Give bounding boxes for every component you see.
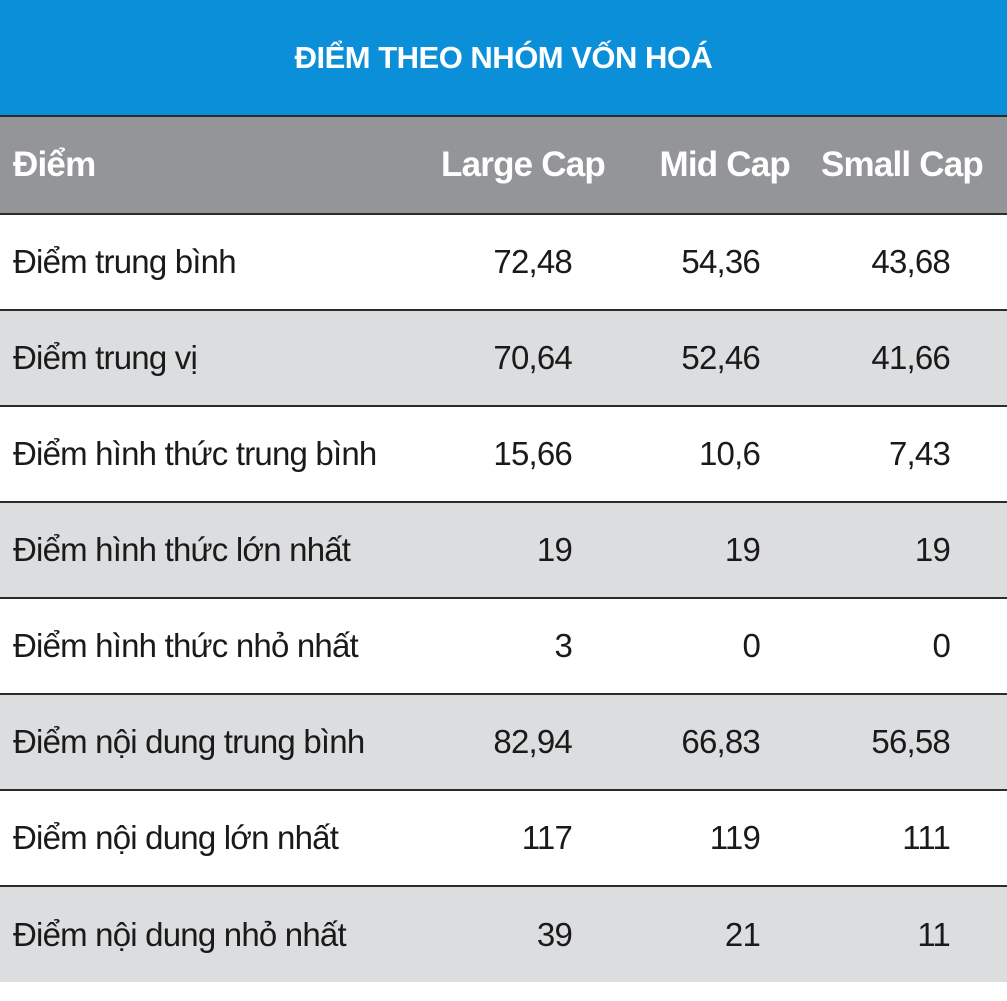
cell-mid-cap: 21: [724, 915, 761, 953]
cell-small-cap: 11: [917, 915, 950, 953]
row-label: Điểm hình thức lớn nhất: [0, 502, 410, 599]
cell-mid-cap: 54,36: [605, 214, 790, 311]
row-label: Điểm hình thức trung bình: [0, 406, 410, 503]
cell-small-cap: 19: [790, 502, 1007, 599]
row-label: Điểm hình thức nhỏ nhất: [0, 598, 410, 695]
cell-mid-cap: 0: [605, 598, 790, 695]
cell-large-cap: 72,48: [410, 214, 605, 311]
cell-large-cap: 70,64: [410, 310, 605, 407]
cell-large-cap: 3: [410, 598, 605, 695]
table-row: Điểm hình thức lớn nhất 19 19 19: [0, 502, 1007, 599]
cell-mid-cap: 10,6: [605, 406, 790, 503]
cell-large-cap: 19: [410, 502, 605, 599]
column-header-large-cap: Large Cap: [410, 117, 606, 215]
table-row: Điểm trung bình 72,48 54,36 43,68: [0, 214, 1007, 311]
row-label: Điểm nội dung trung bình: [0, 694, 410, 791]
cell-small-cap: 43,68: [790, 214, 1007, 311]
cell-large-cap: 82,94: [410, 694, 605, 791]
row-label: Điểm trung vị: [0, 310, 410, 407]
table-row: Điểm nội dung nhỏ nhất 39 21 11: [0, 886, 1007, 982]
column-header-label: Điểm: [0, 117, 410, 215]
cell-mid-cap: 19: [605, 502, 790, 599]
row-label: Điểm trung bình: [0, 214, 410, 311]
header-row: Điểm Large Cap Mid Cap Small Cap: [0, 117, 1007, 215]
table-title: ĐIỂM THEO NHÓM VỐN HOÁ: [0, 0, 1007, 117]
table-row: Điểm hình thức trung bình 15,66 10,6 7,43: [0, 406, 1007, 503]
cell-mid-cap: 119: [605, 790, 790, 887]
table-body: Điểm trung bình 72,48 54,36 43,68 Điểm trung…: [0, 214, 1007, 982]
cell-large-cap: 117: [410, 790, 605, 887]
column-header-small-cap: Small Cap: [790, 117, 1007, 215]
row-label: Điểm nội dung lớn nhất: [0, 790, 410, 887]
cell-small-cap: 111: [790, 790, 1007, 887]
row-label: Điểm nội dung nhỏ nhất: [13, 915, 347, 953]
cell-large-cap: 15,66: [410, 406, 605, 503]
cell-small-cap: 41,66: [790, 310, 1007, 407]
column-header-mid-cap: Mid Cap: [605, 117, 791, 215]
score-table: Điểm Large Cap Mid Cap Small Cap Điểm tr…: [0, 117, 1007, 982]
cell-mid-cap: 66,83: [605, 694, 790, 791]
table-header: Điểm Large Cap Mid Cap Small Cap: [0, 117, 1007, 215]
table-row: Điểm nội dung lớn nhất 117 119 111: [0, 790, 1007, 887]
table-row: Điểm nội dung trung bình 82,94 66,83 56,58: [0, 694, 1007, 791]
cell-small-cap: 0: [790, 598, 1007, 695]
cell-large-cap: 39: [536, 915, 573, 953]
cell-small-cap: 7,43: [790, 406, 1007, 503]
table-row: Điểm trung vị 70,64 52,46 41,66: [0, 310, 1007, 407]
table-row: Điểm hình thức nhỏ nhất 3 0 0: [0, 598, 1007, 695]
cell-mid-cap: 52,46: [605, 310, 790, 407]
cell-small-cap: 56,58: [790, 694, 1007, 791]
